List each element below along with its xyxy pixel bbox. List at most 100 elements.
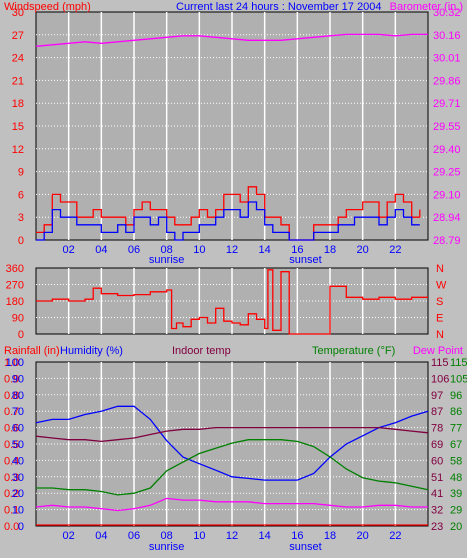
y-tick-label: 96 (450, 390, 462, 402)
series-line (35, 426, 429, 443)
y-tick-label: 0.5 (4, 439, 19, 451)
series-line (36, 201, 420, 241)
y-tick-label: 58 (450, 455, 462, 467)
x-tick-label: 20 (357, 530, 369, 542)
y-tick-label: 78 (431, 423, 443, 435)
y-tick-label-right: 30.16 (433, 30, 461, 42)
y-tick-label: 70 (12, 406, 24, 418)
y-tick-label-right: 28.94 (433, 212, 461, 224)
series-line (35, 33, 428, 47)
y-tick-label-right: N (436, 329, 444, 341)
y-tick-label: 77 (450, 423, 462, 435)
y-tick-label-right: N (436, 263, 444, 275)
y-tick-label: 69 (431, 439, 443, 451)
y-tick-label: 40 (12, 455, 24, 467)
series-line (36, 439, 429, 496)
x-tick-label: 06 (128, 530, 140, 542)
y-tick-label: 0.4 (4, 455, 19, 467)
x-tick-label: 10 (193, 530, 205, 542)
x-tick-label: 12 (226, 530, 238, 542)
y-tick-label: 39 (450, 488, 462, 500)
y-tick-label: 0.6 (4, 423, 19, 435)
y-tick-label-left: 360 (6, 263, 24, 275)
x-tick-label: 06 (128, 244, 140, 256)
y-tick-label: 87 (431, 406, 443, 418)
y-tick-label-left: 15 (12, 121, 24, 133)
y-tick-label: 20 (450, 521, 462, 533)
y-tick-label: 32 (431, 505, 443, 517)
series-line (36, 186, 421, 241)
y-tick-label-left: 21 (12, 75, 24, 87)
y-tick-label-left: 0 (18, 235, 24, 247)
y-tick-label: 115 (431, 357, 449, 369)
y-tick-label-right: 29.10 (433, 189, 461, 201)
x-tick-label: 02 (63, 244, 75, 256)
y-tick-label: 48 (450, 472, 462, 484)
y-tick-label-right: W (436, 280, 447, 292)
y-tick-label-right: 30.01 (433, 53, 461, 65)
y-tick-label-right: 29.55 (433, 121, 461, 133)
y-tick-label-left: 270 (6, 280, 24, 292)
x-tick-label: 20 (357, 244, 369, 256)
y-tick-label: 100 (6, 357, 24, 369)
right-axis-title: Barometer (in.) (390, 1, 463, 13)
panel-label: Rainfall (in) (4, 345, 60, 357)
x-tick-label: 12 (226, 244, 238, 256)
y-tick-label: 67 (450, 439, 462, 451)
y-tick-label: 0.0 (4, 521, 19, 533)
left-axis-title: Windspeed (mph) (4, 1, 91, 13)
y-tick-label: 0 (18, 521, 24, 533)
chart-title: Current last 24 hours : November 17 2004 (176, 1, 381, 13)
y-tick-label-right: 30.32 (433, 7, 461, 19)
x-tick-label: 08 (161, 244, 173, 256)
series-line (36, 269, 428, 335)
x-tick-label: 14 (259, 530, 271, 542)
y-tick-label: 80 (12, 390, 24, 402)
x-tick-label: 16 (291, 244, 303, 256)
series-line (35, 405, 429, 481)
y-tick-label-right: 29.25 (433, 167, 461, 179)
y-tick-label-left: 12 (12, 144, 24, 156)
y-tick-label: 50 (12, 439, 24, 451)
x-tick-label: 04 (95, 244, 107, 256)
y-tick-label: 41 (431, 488, 443, 500)
x-tick-label: 16 (291, 530, 303, 542)
x-marker-label: sunset (289, 254, 321, 266)
y-tick-label-left: 24 (12, 53, 24, 65)
y-tick-label: 0.8 (4, 390, 19, 402)
y-tick-label: 106 (431, 373, 449, 385)
panel-label: Temperature (°F) (312, 345, 395, 357)
y-tick-label-right: E (436, 313, 443, 325)
y-tick-label: 23 (431, 521, 443, 533)
y-tick-label: 10 (12, 505, 24, 517)
y-tick-label: 0.7 (4, 406, 19, 418)
x-tick-label: 04 (95, 530, 107, 542)
y-tick-label: 29 (450, 505, 462, 517)
y-tick-label: 86 (450, 406, 462, 418)
y-tick-label: 0.9 (4, 373, 19, 385)
y-tick-label: 0.3 (4, 472, 19, 484)
x-tick-label: 22 (389, 530, 401, 542)
series-line (35, 497, 428, 512)
x-marker-label: sunrise (149, 254, 184, 266)
x-marker-label: sunrise (149, 541, 184, 553)
y-tick-label-right: S (436, 296, 443, 308)
y-tick-label: 97 (431, 390, 443, 402)
panel-label: Humidity (%) (60, 345, 123, 357)
y-tick-label-left: 18 (12, 98, 24, 110)
y-tick-label-right: 29.86 (433, 75, 461, 87)
x-tick-label: 08 (161, 530, 173, 542)
x-tick-label: 02 (63, 530, 75, 542)
x-tick-label: 22 (389, 244, 401, 256)
y-tick-label: 0.1 (4, 505, 19, 517)
y-tick-label-left: 90 (12, 313, 24, 325)
y-tick-label: 51 (431, 472, 443, 484)
y-tick-label: 90 (12, 373, 24, 385)
y-tick-label-left: 27 (12, 30, 24, 42)
y-tick-label: 105 (450, 373, 467, 385)
y-tick-label-left: 3 (18, 212, 24, 224)
y-tick-label-right: 29.40 (433, 144, 461, 156)
y-tick-label: 60 (12, 423, 24, 435)
x-tick-label: 18 (324, 530, 336, 542)
